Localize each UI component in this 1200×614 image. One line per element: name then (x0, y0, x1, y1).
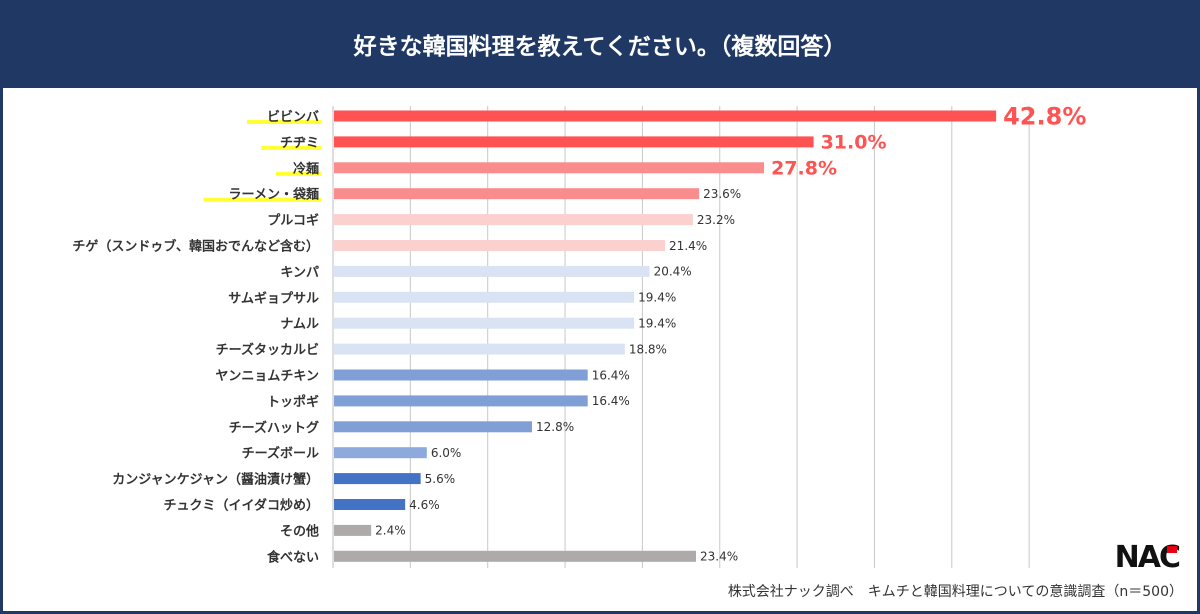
bar (334, 188, 700, 200)
data-label: 16.4% (592, 394, 630, 408)
bar (334, 214, 693, 226)
nac-logo: NAC (1114, 540, 1181, 575)
category-label: サムギョプサル (228, 290, 319, 306)
data-label: 19.4% (638, 317, 676, 331)
bar (334, 317, 635, 329)
category-label: キンパ (280, 265, 319, 280)
bar (334, 524, 372, 536)
category-label: 冷麺 (293, 161, 319, 177)
data-label: 16.4% (592, 368, 630, 382)
highlight-marker (276, 171, 321, 176)
category-label: トッポギ (267, 394, 319, 410)
chart-panel: ビビンバ 42.8% チヂミ 31.0% 冷麺 27.8% ラーメン・袋麺 23.6% プルコギ… (3, 88, 1197, 611)
data-label: 23.4% (700, 550, 738, 564)
bar (334, 473, 421, 485)
category-label: カンジャンケジャン（醤油漬け蟹） (112, 472, 319, 488)
category-label: ラーメン・袋麺 (229, 187, 319, 203)
category-label: チーズタッカルビ (216, 342, 319, 358)
data-label: 19.4% (638, 291, 676, 305)
data-label: 18.8% (629, 342, 667, 356)
category-label: ナムル (280, 317, 319, 332)
category-label: ビビンバ (267, 109, 319, 125)
bar (334, 550, 696, 562)
category-label: チヂミ (280, 136, 319, 151)
category-label: プルコギ (267, 213, 319, 229)
category-label: ヤンニョムチキン (215, 369, 319, 384)
category-label: その他 (280, 523, 319, 539)
data-label: 27.8% (771, 158, 837, 180)
data-label: 5.6% (425, 472, 456, 486)
data-label: 4.6% (409, 498, 440, 512)
bar (334, 447, 427, 459)
data-label: 42.8% (1003, 103, 1086, 131)
data-label: 31.0% (821, 132, 887, 154)
source-note: 株式会社ナック調べ キムチと韓国料理についての意識調査（n＝500） (727, 584, 1183, 600)
bar (334, 162, 765, 174)
highlight-marker (261, 145, 321, 150)
bar (334, 395, 588, 407)
data-label: 6.0% (431, 446, 462, 460)
bar-chart: ビビンバ 42.8% チヂミ 31.0% 冷麺 27.8% ラーメン・袋麺 23.6% プルコギ… (72, 103, 1086, 568)
bar (334, 110, 997, 122)
chart-title: 好きな韓国料理を教えてください。（複数回答） (353, 34, 847, 60)
bar (334, 265, 650, 277)
data-label: 23.6% (703, 187, 741, 201)
bar (334, 343, 625, 355)
bar (334, 136, 814, 148)
highlight-marker (203, 197, 321, 202)
bar (334, 421, 533, 433)
data-label: 2.4% (375, 524, 406, 538)
data-label: 23.2% (697, 213, 735, 227)
category-label: チュクミ（イイダコ炒め） (164, 498, 319, 514)
category-label: 食べない (267, 549, 319, 565)
bar (334, 369, 588, 381)
highlight-marker (247, 120, 321, 124)
category-label: チーズハットグ (229, 420, 319, 436)
category-label: チゲ（スンドゥブ、韓国おでんなど含む） (72, 239, 319, 255)
category-label: チーズボール (242, 446, 319, 462)
bar (334, 499, 406, 510)
bar (334, 240, 666, 251)
data-label: 12.8% (536, 420, 574, 434)
data-label: 20.4% (654, 265, 692, 279)
data-label: 21.4% (669, 239, 707, 253)
bar (334, 291, 635, 303)
